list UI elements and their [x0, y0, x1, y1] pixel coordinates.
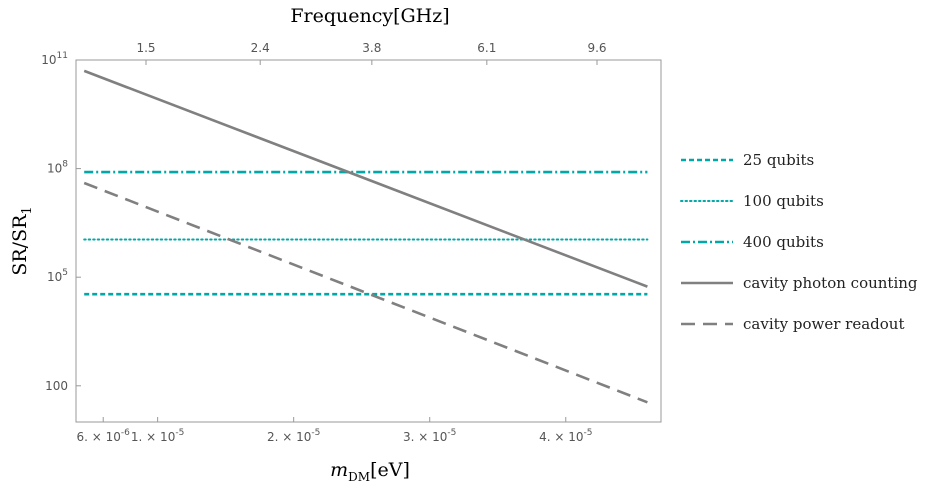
left-ticks: 100 105 108 1011: [41, 51, 81, 393]
legend-label-cavity-power-readout: cavity power readout: [743, 315, 904, 333]
x-tick-label-2: 2. × 10-5: [267, 428, 320, 444]
plot-frame: [75, 59, 662, 423]
y-axis-title: SR/SR1: [9, 206, 35, 275]
top-tick-label-0: 1.5: [136, 41, 155, 55]
x-axis-title: mDM[eV]: [330, 459, 410, 484]
top-tick-label-1: 2.4: [251, 41, 270, 55]
x-tick-label-4: 4. × 10-5: [539, 428, 592, 444]
x-tick-label-3: 3. × 10-5: [403, 428, 456, 444]
legend-label-25-qubits: 25 qubits: [743, 151, 814, 169]
top-tick-label-2: 3.8: [362, 41, 381, 55]
bottom-ticks: 6. × 10-6 1. × 10-5 2. × 10-5 3. × 10-5 4. ×…: [77, 417, 592, 444]
legend: 25 qubits 100 qubits 400 qubits cavity phot…: [680, 151, 918, 333]
legend-label-400-qubits: 400 qubits: [743, 233, 824, 251]
top-tick-label-3: 6.1: [477, 41, 496, 55]
series-line-cavity-photon-counting: [83, 69, 648, 288]
series-line-cavity-power-readout: [83, 181, 648, 404]
top-axis-title: Frequency[GHz]: [290, 5, 449, 27]
x-tick-label-1: 1. × 10-5: [131, 428, 184, 444]
top-tick-label-4: 9.6: [587, 41, 606, 55]
y-tick-label-0: 100: [45, 379, 68, 393]
y-tick-label-2: 108: [47, 160, 68, 176]
top-ticks: 1.5 2.4 3.8 6.1 9.6: [136, 41, 607, 65]
y-tick-label-1: 105: [47, 268, 68, 284]
plot-area: [83, 69, 649, 404]
legend-label-cavity-photon-counting: cavity photon counting: [743, 274, 918, 292]
legend-label-100-qubits: 100 qubits: [743, 192, 824, 210]
y-tick-label-3: 1011: [41, 51, 68, 67]
x-tick-label-0: 6. × 10-6: [77, 428, 131, 444]
